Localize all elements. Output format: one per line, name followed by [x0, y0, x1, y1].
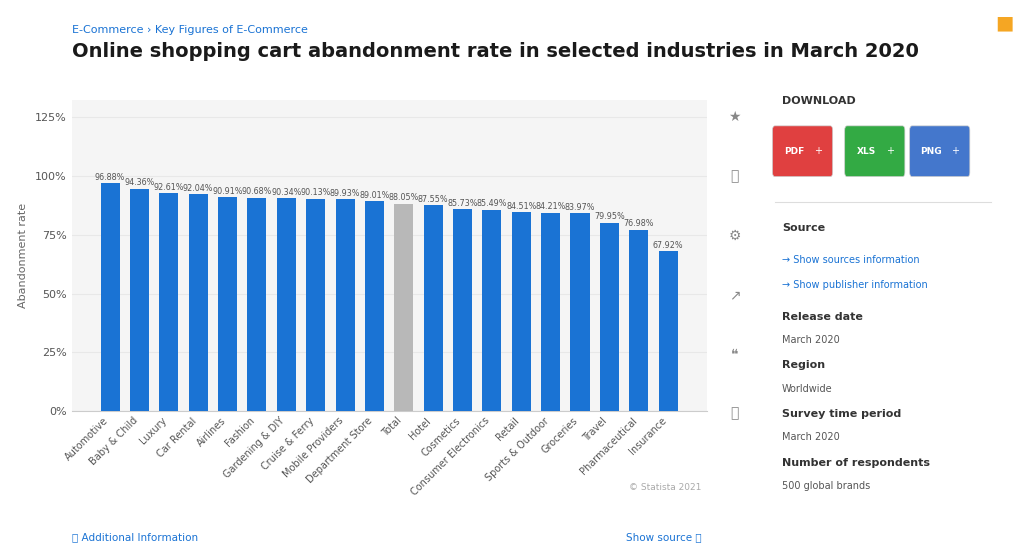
Bar — [188, 195, 208, 411]
Text: 90.34%: 90.34% — [271, 188, 301, 197]
Text: 84.21%: 84.21% — [536, 202, 566, 211]
Bar — [218, 197, 238, 411]
Text: ■: ■ — [995, 14, 1014, 33]
Text: +: + — [814, 146, 822, 156]
Text: Source: Source — [782, 223, 825, 233]
Text: ↗: ↗ — [729, 288, 740, 302]
Text: ⓘ Additional Information: ⓘ Additional Information — [72, 532, 198, 542]
Text: Number of respondents: Number of respondents — [782, 458, 930, 468]
Text: PDF: PDF — [784, 147, 804, 156]
Y-axis label: Abandonment rate: Abandonment rate — [18, 203, 28, 309]
Text: 84.51%: 84.51% — [506, 202, 537, 211]
Text: 🖨: 🖨 — [730, 406, 739, 420]
Text: 79.95%: 79.95% — [594, 212, 625, 221]
Bar — [424, 205, 442, 411]
Bar — [600, 223, 618, 411]
Text: ❝: ❝ — [731, 347, 738, 361]
Text: 90.68%: 90.68% — [242, 187, 272, 196]
Text: 76.98%: 76.98% — [624, 220, 654, 229]
Text: 87.55%: 87.55% — [418, 195, 449, 203]
Text: +: + — [951, 146, 959, 156]
Text: Online shopping cart abandonment rate in selected industries in March 2020: Online shopping cart abandonment rate in… — [72, 42, 919, 61]
Text: 96.88%: 96.88% — [95, 172, 125, 181]
Bar — [100, 183, 120, 411]
Text: Show source ⓘ: Show source ⓘ — [626, 532, 701, 542]
Text: 🔔: 🔔 — [730, 170, 739, 183]
Text: DOWNLOAD: DOWNLOAD — [782, 96, 856, 106]
Text: Worldwide: Worldwide — [782, 384, 833, 394]
Text: 94.36%: 94.36% — [124, 178, 155, 187]
Text: 67.92%: 67.92% — [653, 241, 683, 250]
Text: E-Commerce › Key Figures of E-Commerce: E-Commerce › Key Figures of E-Commerce — [72, 25, 307, 35]
Text: Survey time period: Survey time period — [782, 409, 901, 419]
Bar — [365, 201, 384, 411]
Text: → Show publisher information: → Show publisher information — [782, 280, 928, 290]
Text: +: + — [887, 146, 894, 156]
FancyBboxPatch shape — [845, 126, 905, 177]
Bar — [276, 198, 296, 411]
Text: 92.61%: 92.61% — [154, 182, 184, 192]
Text: 88.05%: 88.05% — [389, 193, 419, 202]
Text: 83.97%: 83.97% — [565, 203, 595, 212]
Bar — [658, 251, 678, 411]
Text: → Show sources information: → Show sources information — [782, 255, 920, 265]
Bar — [453, 209, 472, 411]
Text: ⚙: ⚙ — [728, 229, 741, 243]
Bar — [160, 193, 178, 411]
Text: PNG: PNG — [921, 147, 942, 156]
Text: 85.73%: 85.73% — [447, 199, 478, 208]
Bar — [306, 199, 326, 411]
Bar — [512, 212, 530, 411]
Bar — [248, 197, 266, 411]
Text: © Statista 2021: © Statista 2021 — [629, 483, 701, 492]
Bar — [629, 230, 648, 411]
Bar — [541, 213, 560, 411]
Text: Release date: Release date — [782, 312, 863, 322]
Bar — [336, 199, 354, 411]
Text: March 2020: March 2020 — [782, 432, 840, 442]
Text: 89.93%: 89.93% — [330, 189, 360, 198]
Bar — [130, 189, 150, 411]
FancyBboxPatch shape — [772, 126, 833, 177]
Text: XLS: XLS — [857, 147, 876, 156]
Text: Region: Region — [782, 360, 825, 370]
Text: 89.01%: 89.01% — [359, 191, 389, 200]
Bar — [482, 210, 502, 411]
Text: 85.49%: 85.49% — [477, 200, 507, 208]
Bar — [570, 214, 590, 411]
Text: 500 global brands: 500 global brands — [782, 481, 870, 491]
Text: ★: ★ — [728, 111, 741, 125]
FancyBboxPatch shape — [909, 126, 970, 177]
Text: 90.13%: 90.13% — [300, 188, 331, 197]
Text: 90.91%: 90.91% — [212, 187, 243, 196]
Text: March 2020: March 2020 — [782, 335, 840, 345]
Text: 92.04%: 92.04% — [183, 184, 213, 193]
Bar — [394, 203, 414, 411]
